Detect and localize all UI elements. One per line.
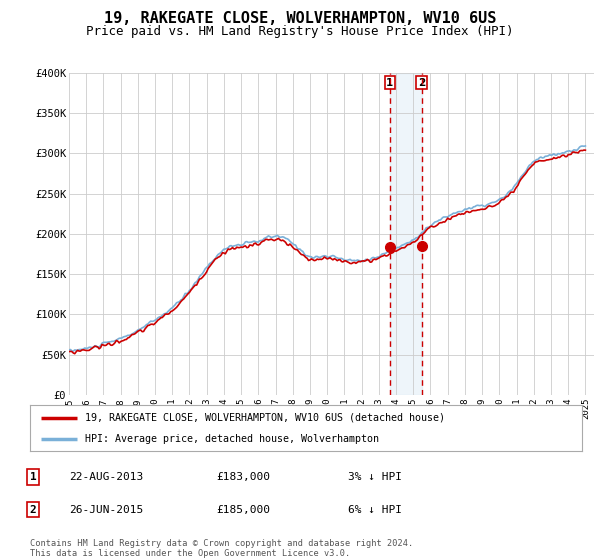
Text: Contains HM Land Registry data © Crown copyright and database right 2024.
This d: Contains HM Land Registry data © Crown c… [30,539,413,558]
Text: 22-AUG-2013: 22-AUG-2013 [69,472,143,482]
Text: 19, RAKEGATE CLOSE, WOLVERHAMPTON, WV10 6US: 19, RAKEGATE CLOSE, WOLVERHAMPTON, WV10 … [104,11,496,26]
Text: HPI: Average price, detached house, Wolverhampton: HPI: Average price, detached house, Wolv… [85,435,379,444]
Text: 19, RAKEGATE CLOSE, WOLVERHAMPTON, WV10 6US (detached house): 19, RAKEGATE CLOSE, WOLVERHAMPTON, WV10 … [85,413,445,423]
Bar [390,73,422,395]
Text: 1: 1 [29,472,37,482]
Text: 3% ↓ HPI: 3% ↓ HPI [348,472,402,482]
Text: £185,000: £185,000 [216,505,270,515]
Text: 1: 1 [386,78,394,87]
Text: £183,000: £183,000 [216,472,270,482]
Text: 2: 2 [29,505,37,515]
Text: 6% ↓ HPI: 6% ↓ HPI [348,505,402,515]
Text: 2: 2 [418,78,425,87]
Text: Price paid vs. HM Land Registry's House Price Index (HPI): Price paid vs. HM Land Registry's House … [86,25,514,38]
Text: 26-JUN-2015: 26-JUN-2015 [69,505,143,515]
